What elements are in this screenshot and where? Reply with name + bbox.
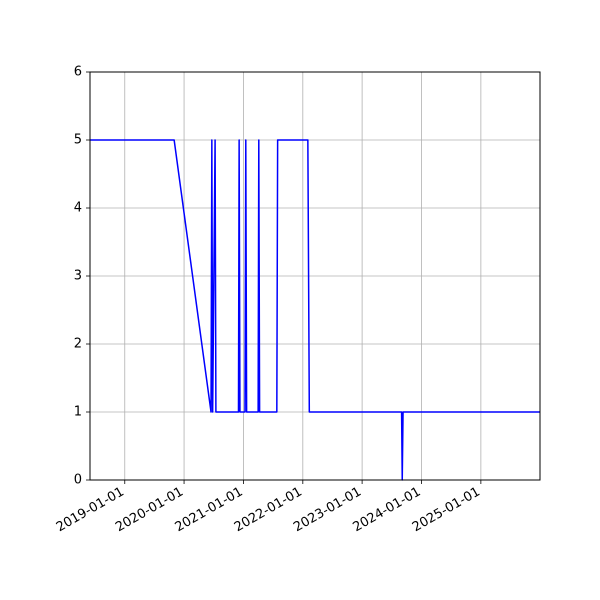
y-tick-label: 2 bbox=[74, 337, 82, 352]
series-layer bbox=[90, 139, 540, 481]
y-axis: 0 1 2 3 4 5 6 bbox=[74, 65, 90, 488]
y-tick-label: 6 bbox=[74, 65, 82, 80]
y-tick-label: 3 bbox=[74, 269, 82, 284]
y-tick-label: 5 bbox=[74, 133, 82, 148]
y-tick-label: 1 bbox=[74, 405, 82, 420]
series-line bbox=[90, 139, 540, 481]
y-tick-label: 0 bbox=[74, 473, 82, 488]
y-tick-label: 4 bbox=[74, 201, 82, 216]
